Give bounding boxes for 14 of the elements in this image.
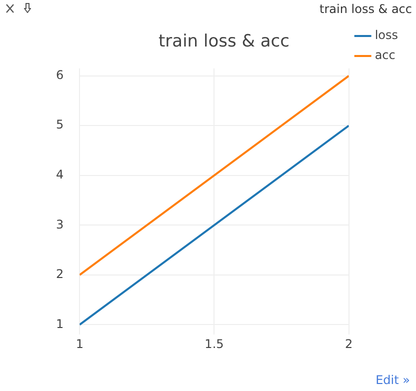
text: train loss & acc: [320, 2, 412, 16]
chart-title: train loss & acc: [158, 32, 290, 52]
y-tick-label: 2: [56, 267, 64, 282]
y-tick-label: 5: [56, 118, 64, 132]
y-tick-label: 1: [56, 316, 64, 331]
x-tick-label: 1.5: [204, 336, 224, 351]
legend-label: acc: [374, 48, 396, 62]
y-tick-label: 6: [56, 68, 64, 82]
x-tick-label: 1: [76, 336, 84, 351]
text: Edit »: [376, 373, 410, 387]
y-tick-label: 3: [56, 217, 64, 232]
legend-label: loss: [374, 28, 398, 42]
y-tick-label: 4: [56, 168, 64, 182]
x-tick-label: 2: [345, 336, 353, 351]
